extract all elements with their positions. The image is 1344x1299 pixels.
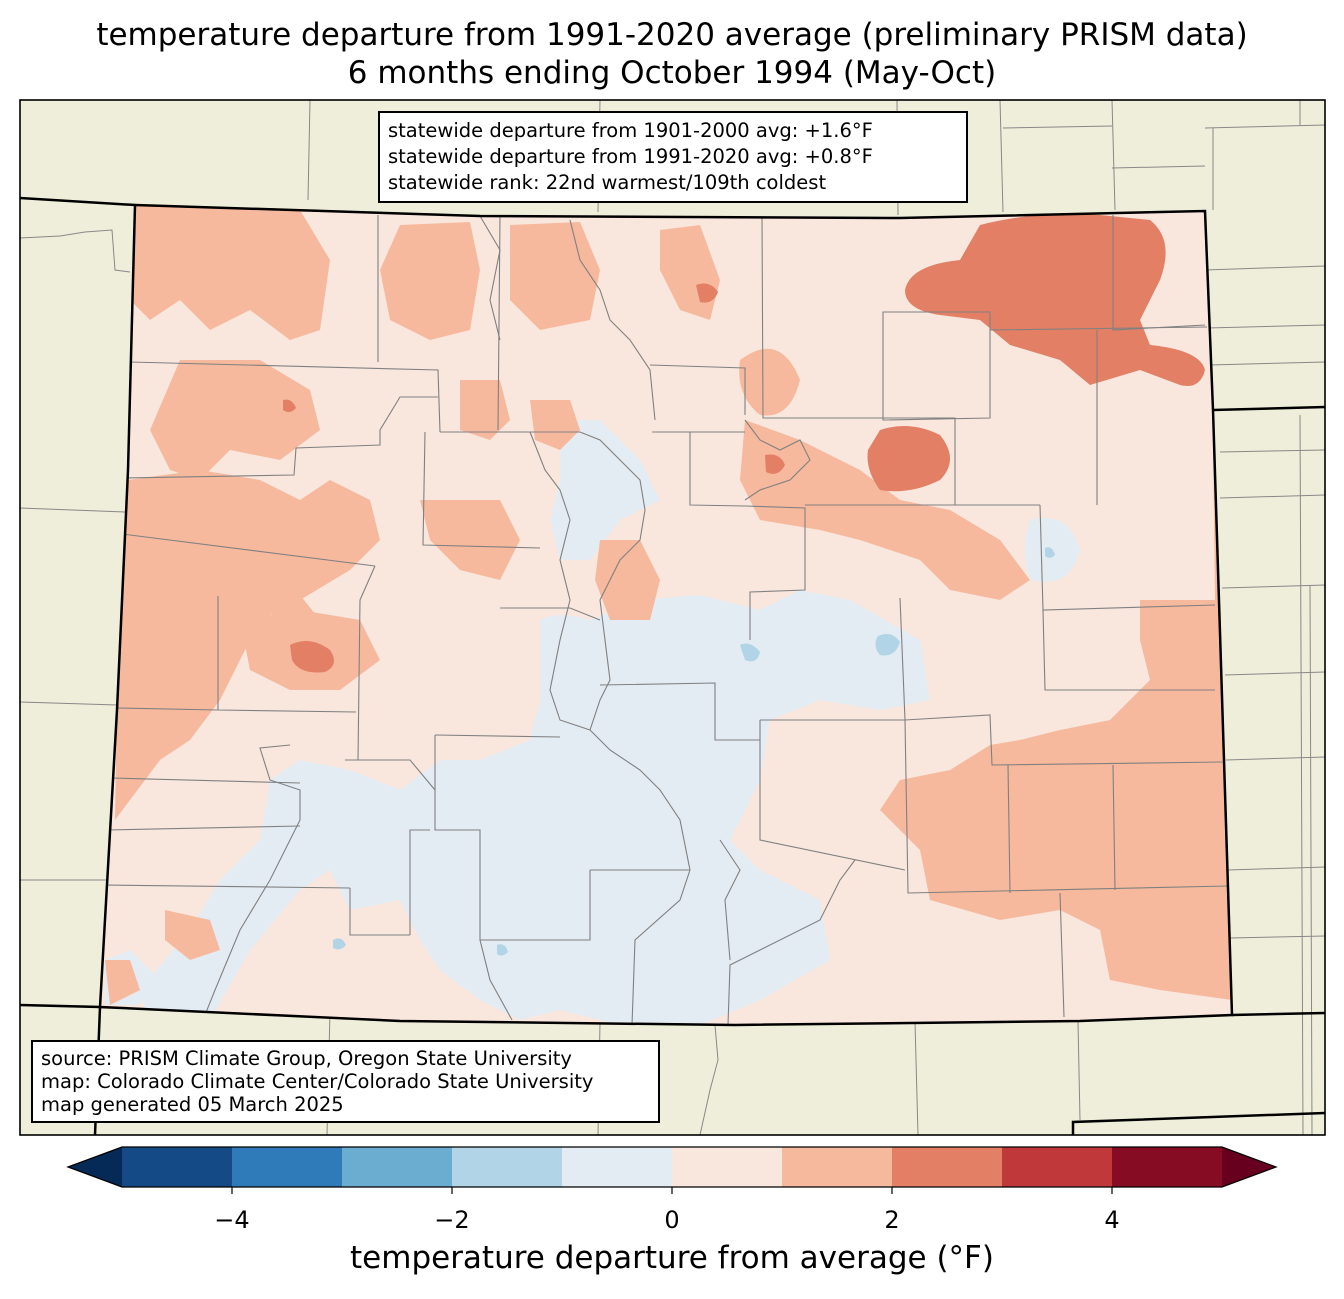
source-box: source: PRISM Climate Group, Oregon Stat… [31, 1040, 660, 1123]
field-warm2 [283, 213, 1205, 673]
source-line-prism: source: PRISM Climate Group, Oregon Stat… [41, 1047, 572, 1070]
map-subtitle: 6 months ending October 1994 (May-Oct) [347, 55, 997, 91]
colorado-border [98, 203, 1234, 1027]
colorbar-tick-label: 4 [1104, 1206, 1120, 1234]
source-line-map: map: Colorado Climate Center/Colorado St… [41, 1070, 594, 1093]
colorbar-tick-label: −2 [434, 1206, 470, 1234]
colorbar-segment [342, 1147, 453, 1187]
colorbar-segment [232, 1147, 343, 1187]
stats-line-1991-2020: statewide departure from 1991-2020 avg: … [388, 145, 873, 168]
colorbar-tick-label: 0 [664, 1206, 680, 1234]
colorbar-tick-label: 2 [884, 1206, 900, 1234]
state-borders [20, 196, 1325, 1135]
colorbar-tick-label: −4 [214, 1206, 250, 1234]
colorbar-segment [562, 1147, 673, 1187]
source-line-generated: map generated 05 March 2025 [41, 1093, 344, 1116]
field-near-zero-central [140, 590, 930, 1025]
colorbar-under-arrow [68, 1147, 122, 1187]
field-warm1 [105, 205, 1232, 1020]
stats-line-rank: statewide rank: 22nd warmest/109th colde… [388, 171, 827, 194]
map-title: temperature departure from 1991-2020 ave… [96, 17, 1248, 53]
colorbar-segment [122, 1147, 233, 1187]
colorbar-segment [452, 1147, 563, 1187]
stats-line-1901-2000: statewide departure from 1901-2000 avg: … [388, 119, 873, 142]
field-cool1 [333, 547, 1055, 956]
colorbar-segment [892, 1147, 1003, 1187]
colorbar-segment [1002, 1147, 1113, 1187]
colorbar-over-arrow [1222, 1147, 1276, 1187]
colorbar-segment [1112, 1147, 1223, 1187]
field-near-zero-central-north [550, 420, 660, 560]
colorbar-segment [782, 1147, 893, 1187]
county-lines [103, 214, 1229, 1025]
statewide-stats-box: statewide departure from 1901-2000 avg: … [378, 111, 968, 203]
colorbar-label: temperature departure from average (°F) [350, 1240, 994, 1276]
colorbar [66, 1146, 1278, 1194]
map-frame [19, 99, 1326, 1136]
colorbar-segment [672, 1147, 783, 1187]
colorbar-outline [66, 1146, 1278, 1188]
temperature-field [100, 205, 1232, 1025]
